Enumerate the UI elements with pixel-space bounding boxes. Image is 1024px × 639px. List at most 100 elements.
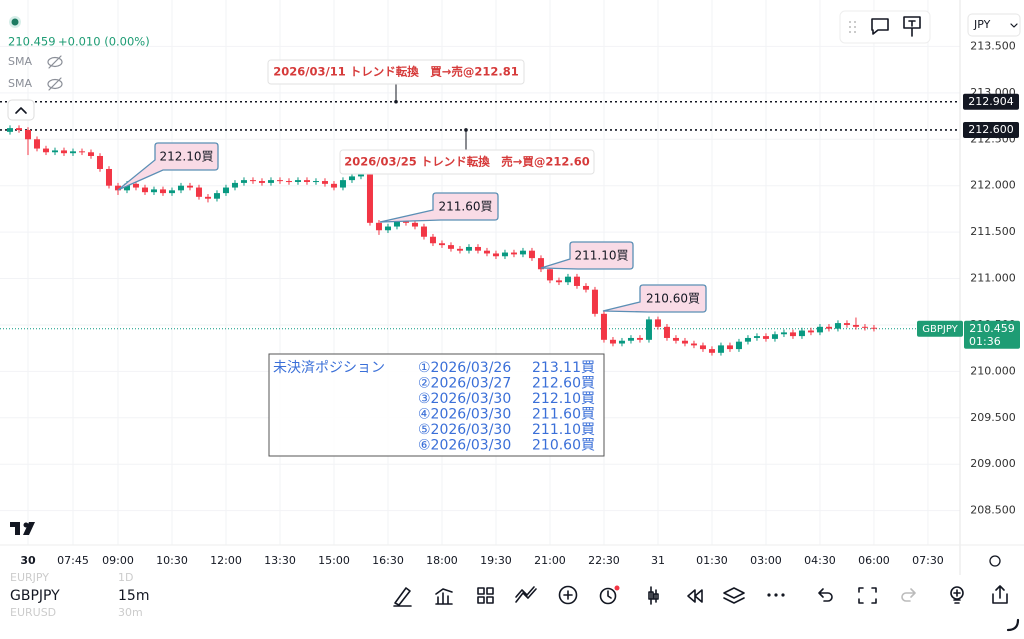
logo bbox=[10, 522, 35, 535]
indicators-tool[interactable] bbox=[435, 588, 453, 605]
ghost-symbol: EURUSD bbox=[10, 606, 56, 619]
price-tag-label: 210.459 bbox=[969, 322, 1015, 335]
candle-body bbox=[87, 152, 94, 156]
candle-body bbox=[159, 189, 166, 194]
candle-body bbox=[852, 324, 859, 327]
add-tool[interactable] bbox=[558, 585, 578, 605]
candle-body bbox=[564, 276, 571, 283]
callout-text: 211.60買 bbox=[439, 200, 493, 214]
x-tick-label: 09:00 bbox=[102, 554, 134, 567]
currency-select[interactable] bbox=[967, 13, 1021, 37]
candle-body bbox=[357, 174, 364, 177]
position-price: 211.60買 bbox=[532, 407, 595, 423]
alert-tool[interactable] bbox=[599, 587, 617, 605]
candle-body bbox=[465, 246, 472, 251]
candle-body bbox=[537, 258, 544, 270]
add-icon bbox=[563, 590, 573, 600]
candle-body bbox=[699, 345, 706, 350]
candle-body bbox=[195, 187, 202, 197]
change: +0.010 (0.00%) bbox=[58, 35, 150, 49]
x-tick-label: 15:00 bbox=[318, 554, 350, 567]
x-tick-label: 31 bbox=[651, 554, 665, 567]
candle-body bbox=[312, 181, 319, 183]
symbol-tag bbox=[917, 320, 963, 337]
candle-body bbox=[132, 183, 139, 188]
annotation-anchor bbox=[464, 128, 468, 132]
candle-body bbox=[474, 246, 481, 251]
countdown: 01:36 bbox=[969, 335, 1001, 348]
compare-tool[interactable] bbox=[515, 586, 537, 603]
layout-tool[interactable] bbox=[477, 587, 494, 604]
annotation-anchor bbox=[394, 99, 398, 104]
y-tick-label: 208.500 bbox=[970, 504, 1016, 517]
share-tool[interactable] bbox=[992, 585, 1008, 604]
ideas-icon bbox=[953, 589, 961, 604]
candle-body bbox=[735, 341, 742, 350]
status-dot bbox=[11, 18, 19, 26]
price-tag-label: 212.600 bbox=[968, 123, 1014, 136]
indicator[interactable]: SMA bbox=[8, 55, 32, 68]
interval[interactable]: 15m bbox=[118, 588, 149, 604]
settings-icon[interactable] bbox=[989, 555, 1001, 567]
candle-body bbox=[78, 151, 85, 153]
candle-body bbox=[789, 332, 796, 337]
candle-body bbox=[492, 253, 499, 257]
candle-body bbox=[582, 285, 589, 290]
candle-body bbox=[6, 128, 13, 132]
position-date: ⑤2026/03/30 bbox=[418, 422, 511, 438]
collapse-button[interactable] bbox=[7, 99, 35, 121]
indicator[interactable]: SMA bbox=[8, 77, 32, 90]
more-tool[interactable] bbox=[767, 593, 785, 597]
x-tick-label: 04:30 bbox=[804, 554, 836, 567]
candle-body bbox=[726, 345, 733, 350]
price-tag bbox=[963, 93, 1019, 110]
x-tick-label: 19:30 bbox=[480, 554, 512, 567]
candle-body bbox=[402, 220, 409, 223]
callout-text: 212.10買 bbox=[160, 150, 214, 164]
ideas-tool[interactable] bbox=[950, 586, 964, 600]
collapse-icon bbox=[15, 107, 27, 114]
positions-rows: ①2026/03/26 213.11買 ②2026/03/27 212.60買 ③202… bbox=[418, 360, 595, 454]
undo-tool[interactable] bbox=[818, 588, 833, 602]
y-tick-label: 209.500 bbox=[970, 411, 1016, 424]
position-price: 210.60買 bbox=[532, 438, 595, 454]
ghost-interval: 1D bbox=[118, 571, 133, 584]
x-tick-label: 13:30 bbox=[264, 554, 296, 567]
candle-body bbox=[168, 190, 175, 194]
candle-body bbox=[60, 150, 67, 154]
replay-tool[interactable] bbox=[687, 589, 703, 603]
y-tick-label: 212.000 bbox=[970, 179, 1016, 192]
callout bbox=[540, 241, 634, 270]
candle-body bbox=[762, 336, 769, 339]
chart-type-tool[interactable] bbox=[648, 586, 659, 605]
candle-body bbox=[618, 340, 625, 344]
comment-icon[interactable] bbox=[871, 18, 889, 35]
price-tag bbox=[964, 320, 1020, 349]
candle-body bbox=[447, 245, 454, 249]
candle-body bbox=[105, 168, 112, 186]
text-icon[interactable] bbox=[903, 16, 921, 37]
candle-body bbox=[411, 222, 418, 227]
candle-body bbox=[681, 340, 688, 344]
draw-tool[interactable] bbox=[393, 587, 412, 607]
candle-body bbox=[231, 182, 238, 188]
toolbar bbox=[839, 10, 931, 44]
x-tick-label: 10:30 bbox=[156, 554, 188, 567]
hide-icon[interactable] bbox=[47, 55, 63, 91]
candle-body bbox=[816, 326, 823, 333]
price: 210.459 bbox=[8, 35, 56, 49]
y-tick-label: 211.500 bbox=[970, 225, 1016, 238]
position-date: ①2026/03/26 bbox=[418, 360, 511, 376]
symbol[interactable]: GBPJPY bbox=[10, 588, 60, 604]
callout-text: 211.10買 bbox=[575, 249, 629, 263]
price-tag-label: 212.904 bbox=[968, 95, 1014, 108]
x-tick-label: 30 bbox=[20, 554, 36, 567]
layers-tool[interactable] bbox=[723, 587, 745, 604]
fullscreen-tool[interactable] bbox=[858, 587, 877, 604]
annotation-box bbox=[339, 149, 595, 175]
candle-body bbox=[429, 236, 436, 244]
candle-body bbox=[456, 248, 463, 251]
redo-tool[interactable] bbox=[901, 588, 916, 602]
